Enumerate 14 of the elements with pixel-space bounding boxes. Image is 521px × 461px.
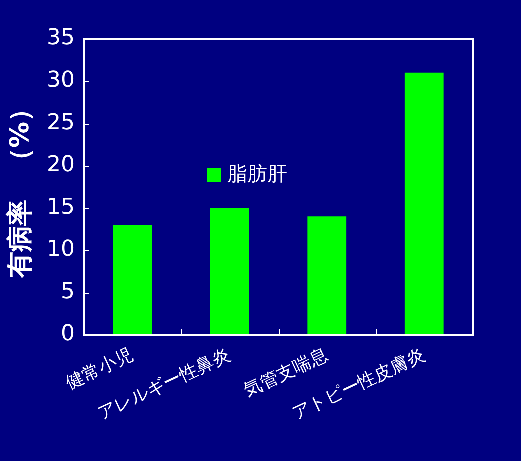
y-tick-label: 10 [47, 237, 75, 262]
y-tick-label: 35 [47, 26, 75, 51]
bar [113, 225, 152, 335]
y-tick-label: 30 [47, 68, 75, 94]
y-tick-label: 5 [61, 279, 75, 304]
bar [404, 72, 444, 335]
y-tick-label: 0 [61, 322, 75, 347]
legend-label: 脂肪肝 [227, 161, 288, 186]
bar [210, 208, 250, 335]
y-axis-title: 有病率 （%） [5, 96, 36, 280]
bar [308, 216, 347, 335]
y-tick-label: 25 [47, 110, 75, 136]
y-tick-label: 20 [47, 152, 75, 178]
y-tick-label: 15 [47, 194, 75, 220]
